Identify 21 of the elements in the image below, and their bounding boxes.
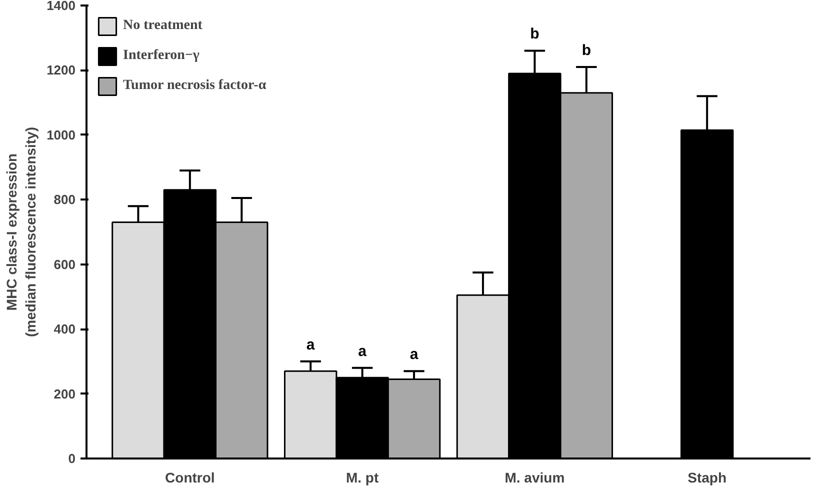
data-label: b (582, 42, 591, 59)
x-tick-label: M. pt (346, 470, 379, 486)
x-tick-label: Control (165, 470, 215, 486)
y-tick-label: 0 (68, 451, 76, 466)
y-axis-title: MHC class-I expression (median fluorescence intensity) (3, 126, 39, 338)
data-label: b (530, 26, 540, 43)
x-tick-label: Staph (688, 470, 727, 486)
data-label: a (358, 342, 368, 360)
data-label: a (306, 336, 316, 354)
legend-label: Tumor necrosis factor-α (123, 78, 266, 94)
y-tick-label: 600 (54, 256, 76, 272)
legend-label: Interferon−γ (123, 48, 200, 64)
y-tick-label: 400 (54, 322, 76, 337)
y-tick-label: 200 (54, 386, 76, 402)
legend-label: No treatment (123, 18, 202, 34)
y-tick-label: 1200 (46, 62, 76, 78)
y-tick-label: 800 (54, 192, 76, 208)
x-tick-label: M. avium (504, 470, 565, 486)
data-label: a (410, 346, 419, 364)
y-tick-label: 1400 (46, 0, 76, 13)
y-tick-label: 1000 (46, 127, 76, 142)
